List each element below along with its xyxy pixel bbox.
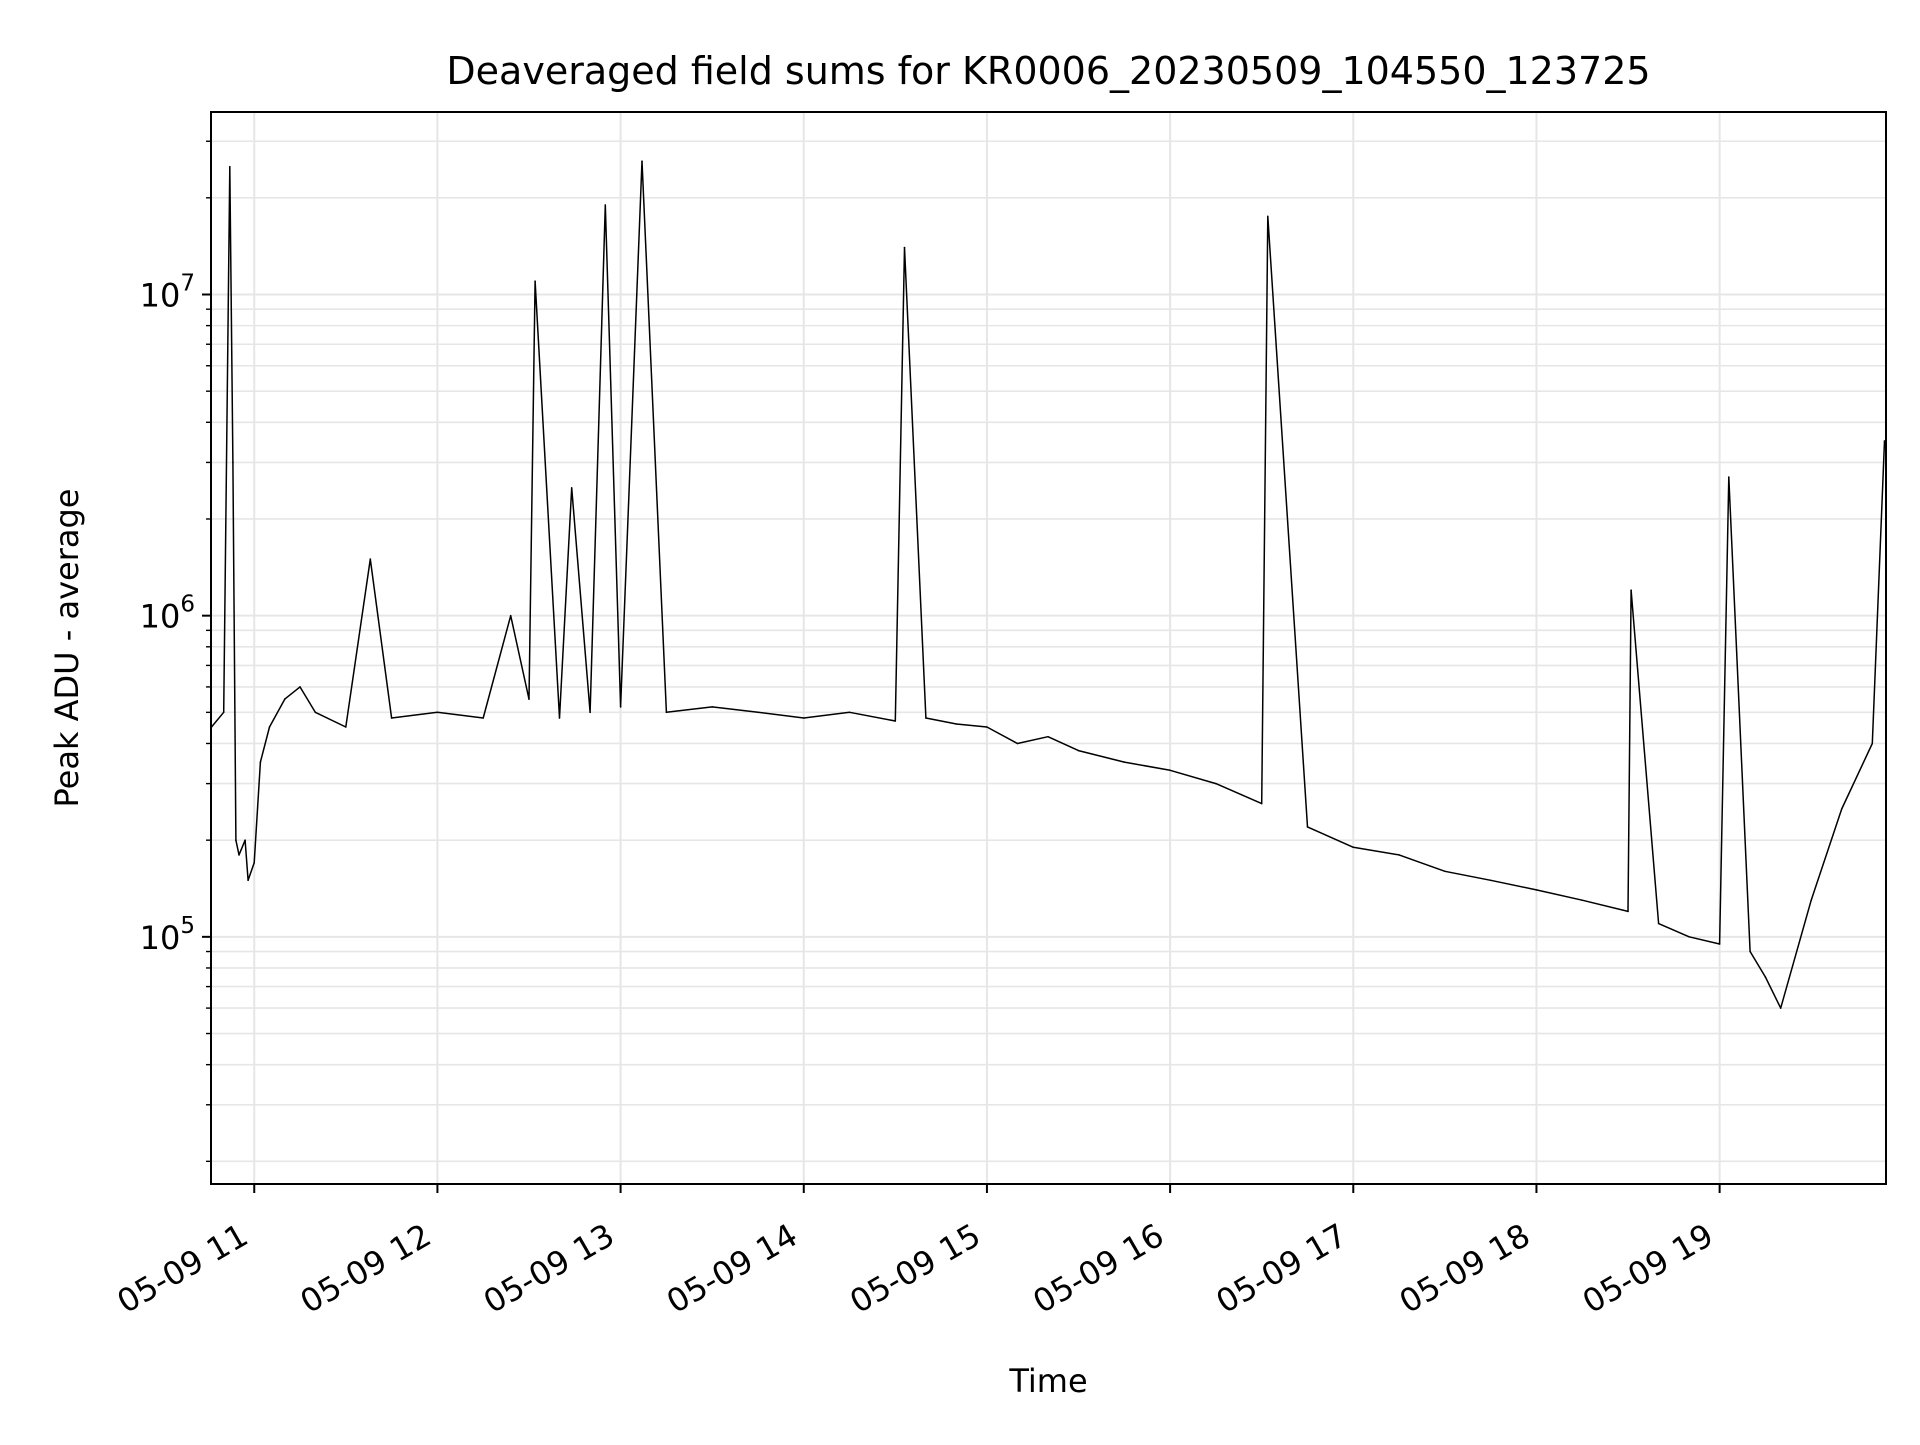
x-axis-label: Time — [1008, 1362, 1087, 1400]
data-point — [534, 280, 536, 283]
data-point — [1764, 976, 1767, 978]
data-point — [390, 717, 393, 719]
data-point — [848, 711, 851, 714]
data-point — [1535, 889, 1538, 891]
data-point — [1630, 589, 1632, 591]
data-point — [955, 723, 958, 725]
y-axis-label: Peak ADU - average — [48, 489, 86, 808]
data-point — [1352, 846, 1355, 849]
data-point — [1779, 1007, 1782, 1009]
data-point — [1627, 910, 1629, 913]
data-point — [436, 711, 439, 714]
data-point — [1306, 826, 1309, 828]
data-point — [570, 487, 573, 489]
data-point — [247, 879, 249, 882]
data-point — [1444, 870, 1446, 873]
plot-frame — [210, 111, 1887, 1185]
data-point — [345, 726, 347, 728]
data-point — [1810, 899, 1812, 901]
data-point — [1267, 215, 1269, 218]
data-point — [558, 717, 561, 719]
data-point — [238, 854, 240, 856]
data-point — [259, 761, 262, 763]
data-point — [369, 558, 372, 560]
data-point — [299, 686, 301, 688]
tick-layer: 105 106 107 05-09 11 05-09 12 05-09 13 05-09 1… — [111, 140, 1721, 1321]
grid-layer — [211, 112, 1886, 1184]
data-point — [528, 698, 530, 700]
data-point — [1840, 808, 1843, 810]
x-tick-label: 05-09 19 — [1576, 1216, 1720, 1321]
x-tick-label: 05-09 14 — [660, 1216, 804, 1321]
data-point — [641, 160, 643, 162]
data-point — [757, 711, 759, 714]
y-tick-label: 107 — [140, 270, 195, 314]
data-point — [1581, 899, 1583, 901]
data-point — [229, 165, 231, 168]
series-layer — [210, 160, 1886, 1009]
x-tick-label: 05-09 17 — [1210, 1216, 1354, 1321]
data-point — [665, 711, 668, 714]
y-tick-label: 106 — [140, 592, 195, 636]
data-point — [1749, 950, 1751, 953]
data-point — [314, 711, 317, 714]
data-point — [894, 720, 897, 722]
series-line — [210, 160, 1886, 1009]
data-point — [1398, 854, 1400, 856]
data-point — [232, 461, 234, 464]
data-point — [253, 862, 255, 864]
data-point — [604, 204, 607, 206]
data-point — [1871, 742, 1874, 745]
data-point — [1016, 742, 1019, 745]
data-point — [1123, 761, 1126, 763]
data-point — [509, 614, 512, 617]
y-tick-label: 105 — [140, 913, 195, 957]
data-point — [1077, 749, 1080, 752]
data-point — [1718, 943, 1721, 945]
data-point — [1688, 936, 1690, 938]
data-point — [986, 726, 988, 728]
data-point — [711, 706, 713, 708]
data-point — [1883, 440, 1886, 442]
x-tick-label: 05-09 18 — [1393, 1216, 1537, 1321]
data-point — [222, 711, 225, 714]
data-point — [925, 717, 927, 719]
data-point — [589, 711, 591, 714]
data-point — [284, 698, 286, 700]
chart-title: Deaveraged field sums for KR0006_2023050… — [446, 49, 1650, 93]
data-point — [1728, 476, 1730, 478]
data-point — [1215, 782, 1217, 785]
data-point — [268, 726, 271, 728]
data-point — [1489, 879, 1492, 882]
x-tick-label: 05-09 15 — [843, 1216, 987, 1321]
data-point — [1169, 769, 1171, 772]
data-point — [235, 839, 237, 841]
data-point — [803, 717, 805, 719]
data-point — [903, 246, 906, 249]
data-point — [244, 839, 246, 841]
x-tick-label: 05-09 13 — [477, 1216, 621, 1321]
x-tick-label: 05-09 11 — [111, 1216, 255, 1321]
data-point — [1260, 802, 1263, 805]
data-point — [1657, 922, 1660, 925]
data-point — [619, 706, 622, 708]
data-point — [482, 717, 485, 719]
x-tick-label: 05-09 16 — [1027, 1216, 1171, 1321]
x-tick-label: 05-09 12 — [294, 1216, 438, 1321]
data-point — [1047, 735, 1049, 738]
